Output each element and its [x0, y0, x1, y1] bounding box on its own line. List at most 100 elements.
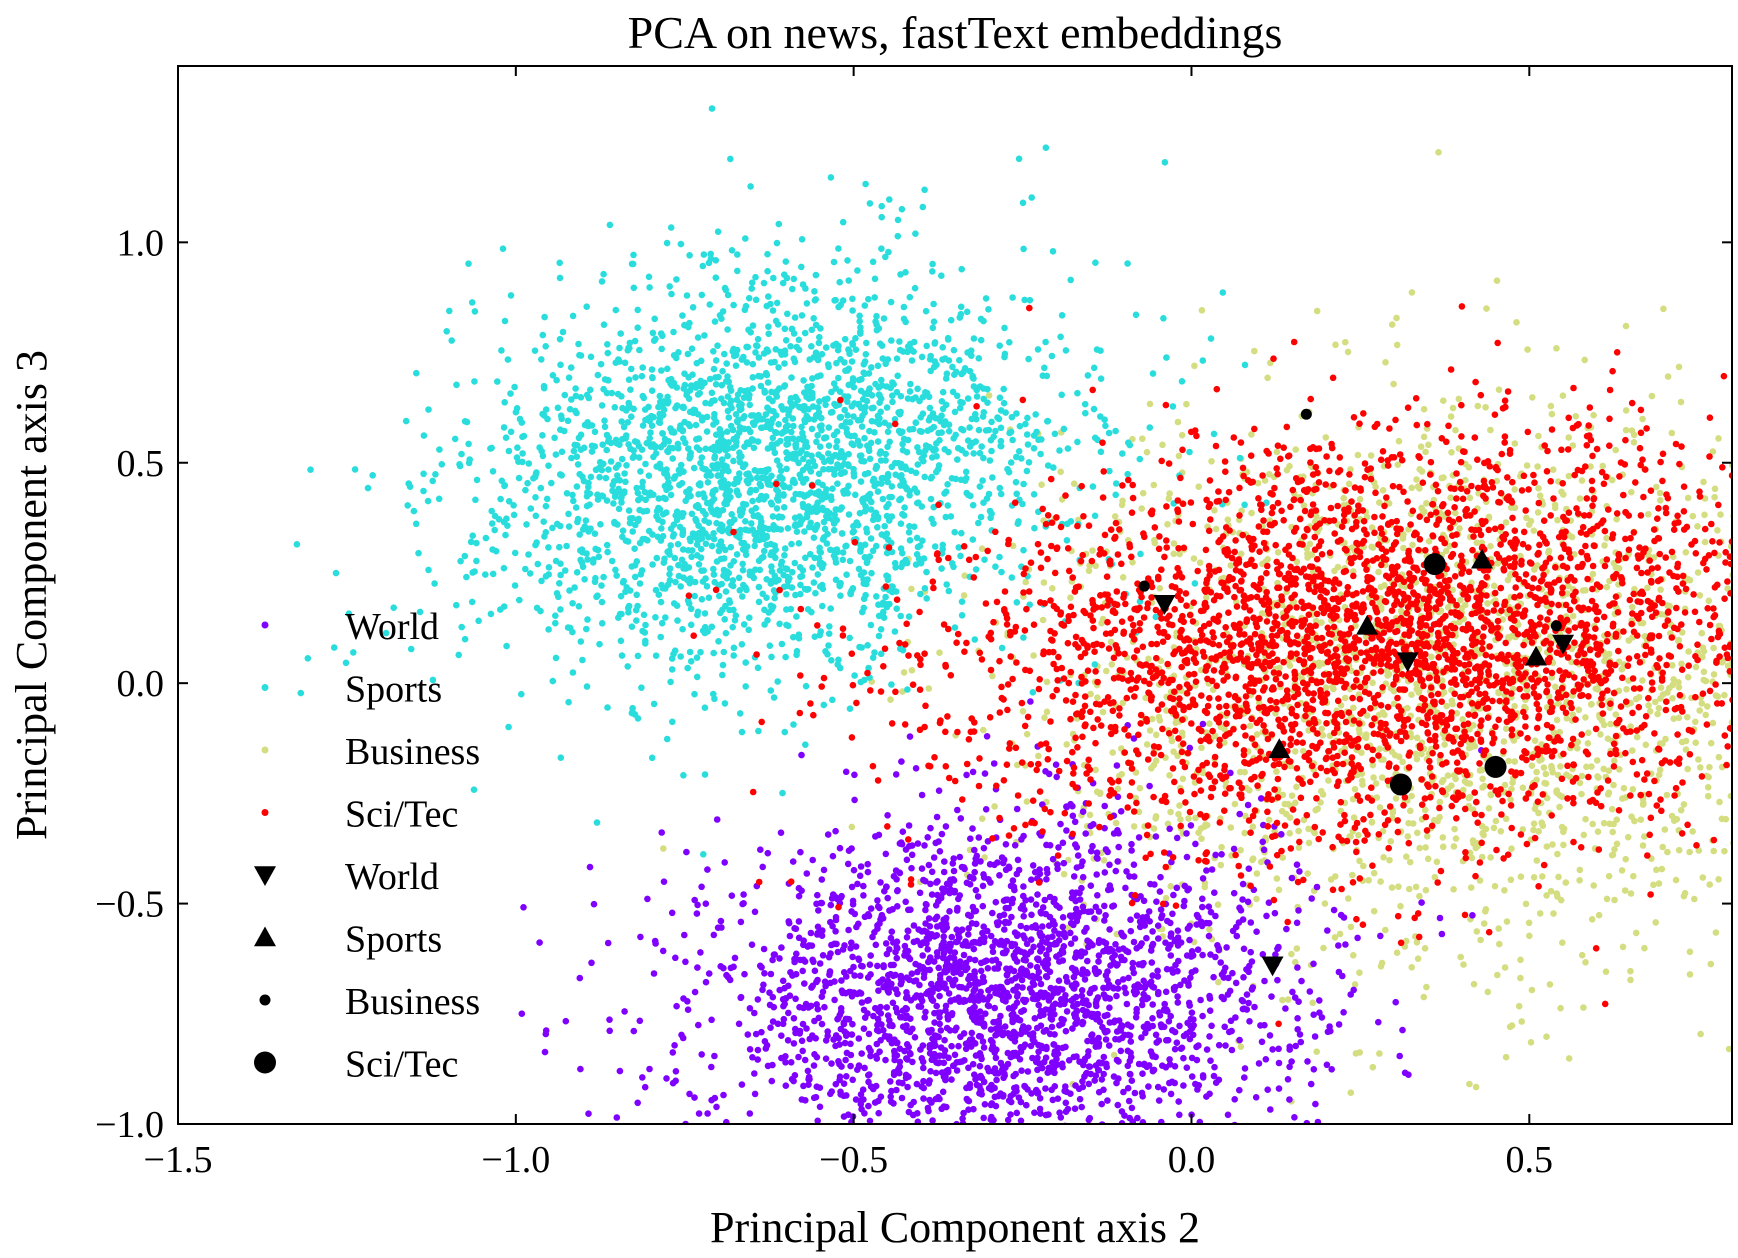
data-point: [1457, 953, 1464, 961]
data-point: [789, 858, 797, 865]
data-point: [1318, 619, 1325, 626]
data-point: [1418, 468, 1426, 475]
data-point: [1156, 888, 1164, 895]
data-point: [814, 976, 821, 984]
data-point: [1584, 740, 1592, 747]
data-point: [751, 1009, 758, 1017]
data-point: [840, 1080, 848, 1087]
data-point: [991, 861, 998, 869]
data-point: [1218, 993, 1226, 1001]
data-point: [763, 1042, 771, 1049]
data-point: [1124, 1084, 1132, 1092]
data-point: [1135, 834, 1143, 841]
data-point: [1063, 1008, 1071, 1015]
data-point: [1602, 968, 1610, 975]
data-point: [1653, 483, 1660, 491]
data-point: [1367, 452, 1375, 459]
data-point: [950, 955, 958, 962]
data-point: [836, 1073, 844, 1080]
data-point: [1247, 919, 1255, 926]
data-point: [793, 1161, 800, 1168]
data-point: [1661, 826, 1669, 833]
data-point: [1421, 806, 1429, 814]
data-point: [1020, 1023, 1027, 1030]
data-point: [1078, 1166, 1085, 1173]
data-point: [856, 989, 863, 996]
data-point: [1160, 1086, 1168, 1093]
data-point: [970, 875, 977, 882]
data-point: [1543, 1033, 1550, 1040]
data-point: [882, 1056, 889, 1064]
data-point: [1622, 407, 1630, 414]
data-point: [1408, 792, 1415, 800]
data-point: [649, 561, 656, 568]
data-point: [965, 1106, 972, 1113]
data-point: [1001, 1023, 1009, 1030]
data-point: [1262, 1056, 1270, 1063]
data-point: [764, 1062, 772, 1070]
data-point: [1416, 844, 1423, 852]
data-point: [777, 829, 785, 836]
data-point: [1060, 859, 1068, 867]
data-point: [1680, 892, 1688, 900]
data-point: [1261, 977, 1268, 985]
data-point: [1206, 1187, 1213, 1194]
data-point: [962, 966, 969, 974]
data-point: [1102, 994, 1109, 1002]
data-point: [1040, 579, 1048, 586]
data-point: [1709, 448, 1717, 455]
data-point: [1171, 1063, 1179, 1070]
data-point: [1694, 523, 1701, 530]
data-point: [1369, 1063, 1377, 1071]
data-point: [807, 929, 815, 937]
data-point: [961, 572, 968, 579]
data-point: [889, 999, 897, 1007]
data-point: [906, 955, 914, 963]
data-point: [1139, 1070, 1146, 1077]
data-point: [809, 856, 816, 864]
data-point: [1678, 660, 1685, 668]
data-point: [1645, 702, 1652, 709]
data-point: [1147, 880, 1154, 888]
data-point: [1072, 897, 1079, 905]
data-point: [795, 1053, 802, 1061]
data-point: [1202, 821, 1209, 828]
data-point: [939, 1128, 946, 1135]
data-point: [1173, 1039, 1181, 1046]
data-point: [1425, 441, 1432, 449]
data-point: [1175, 452, 1183, 460]
data-point: [1181, 897, 1188, 905]
data-point: [1533, 857, 1541, 864]
data-point: [1015, 1094, 1023, 1101]
data-point: [1557, 1004, 1564, 1012]
data-point: [1253, 895, 1260, 903]
data-point: [985, 1067, 993, 1075]
data-point: [1491, 882, 1499, 890]
data-point: [904, 1056, 911, 1063]
data-point: [711, 1094, 719, 1102]
data-point: [754, 996, 762, 1003]
data-point: [1106, 1019, 1114, 1026]
data-point: [1033, 924, 1040, 932]
data-point: [948, 1146, 955, 1153]
data-point: [1087, 882, 1095, 889]
data-point: [1183, 400, 1190, 408]
data-point: [1100, 1053, 1108, 1061]
data-point: [1030, 652, 1037, 659]
data-point: [1037, 980, 1045, 988]
data-point: [782, 995, 790, 1002]
data-point: [1576, 877, 1583, 884]
data-point: [1630, 431, 1638, 439]
data-point: [1199, 1012, 1206, 1020]
data-point: [1017, 1030, 1025, 1038]
data-point: [951, 889, 958, 896]
data-point: [1587, 701, 1595, 708]
data-point: [603, 541, 611, 549]
data-point: [1186, 936, 1193, 944]
data-point: [1032, 901, 1040, 908]
data-point: [992, 1054, 1000, 1062]
data-point: [936, 1052, 943, 1059]
data-point: [1043, 951, 1050, 958]
data-point: [1218, 851, 1225, 858]
data-point: [971, 956, 979, 964]
